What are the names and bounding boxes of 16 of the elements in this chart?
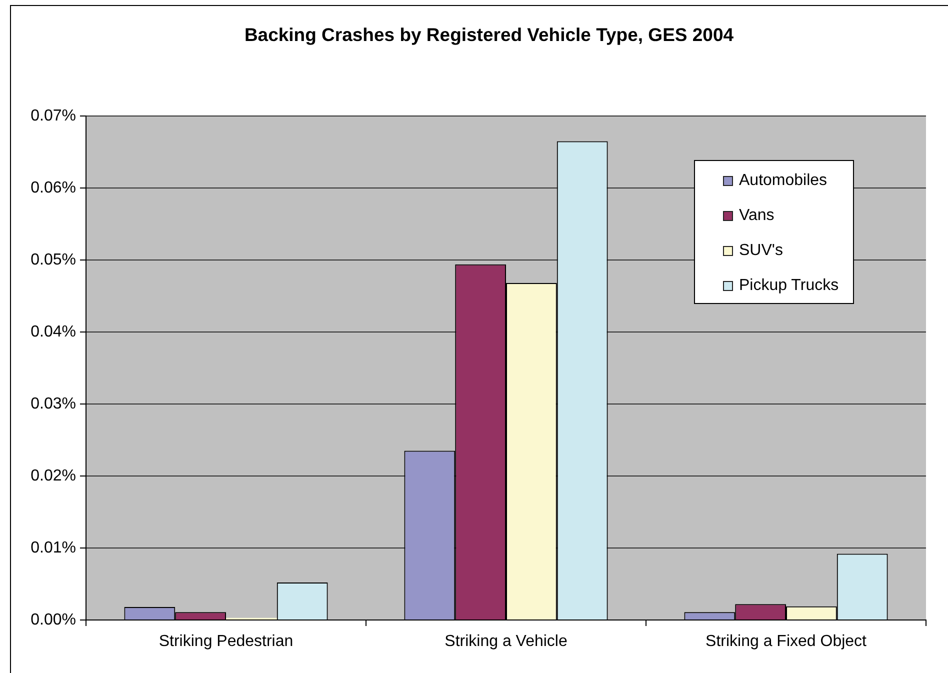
- y-tick-label: 0.05%: [30, 251, 76, 268]
- y-tick-label: 0.03%: [30, 395, 76, 412]
- chart-title: Backing Crashes by Registered Vehicle Type, GES 2004: [243, 24, 735, 46]
- legend-label: Vans: [739, 206, 774, 224]
- y-tick-label: 0.01%: [30, 539, 76, 556]
- legend-label: Pickup Trucks: [739, 276, 839, 294]
- y-tick-label: 0.00%: [30, 611, 76, 628]
- legend-label: Automobiles: [739, 172, 828, 190]
- y-tick-label: 0.02%: [30, 467, 76, 484]
- x-tick-label: Striking a Vehicle: [444, 633, 568, 650]
- x-tick-label: Striking a Fixed Object: [706, 633, 868, 650]
- legend-label: SUV's: [739, 242, 783, 260]
- y-tick-label: 0.07%: [30, 107, 76, 124]
- x-tick-label: Striking Pedestrian: [158, 633, 294, 650]
- y-tick-label: 0.04%: [30, 323, 76, 340]
- y-tick-label: 0.06%: [30, 179, 76, 196]
